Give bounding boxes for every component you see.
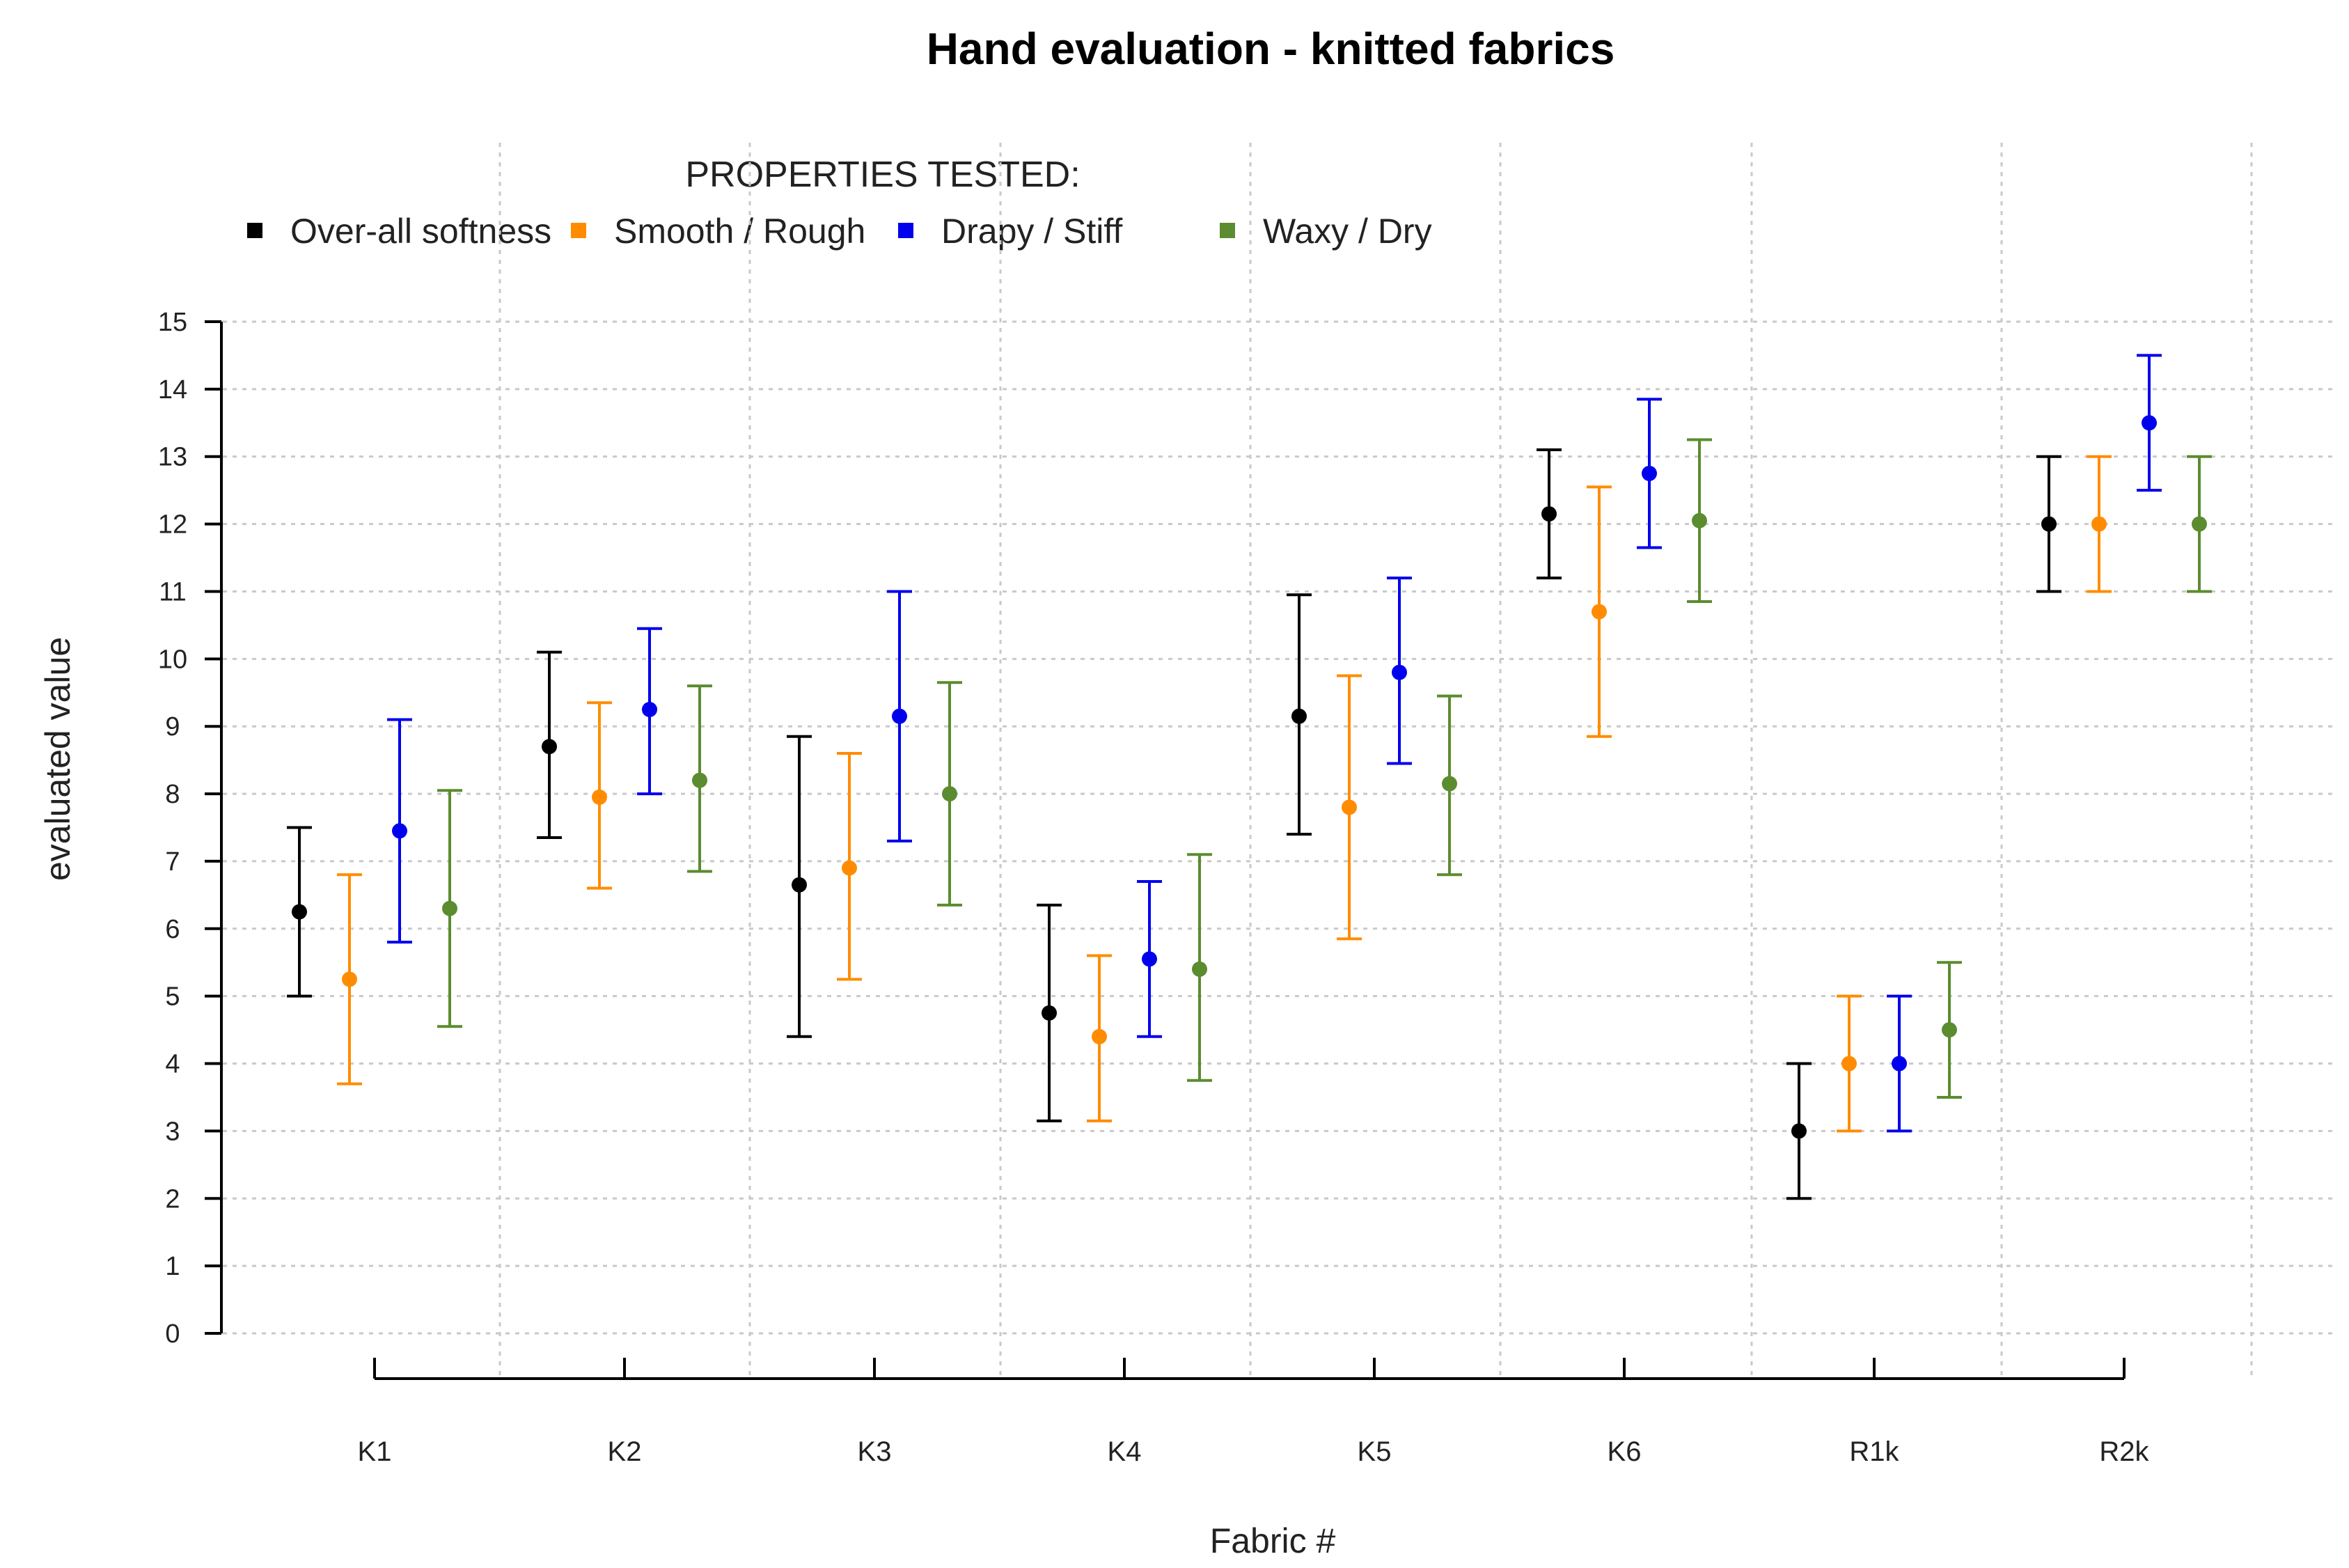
y-tick-label: 15 <box>158 308 187 337</box>
y-tick-label: 13 <box>158 443 187 472</box>
data-point <box>1942 1022 1957 1038</box>
data-point <box>1692 512 1707 528</box>
legend-swatch <box>247 223 262 238</box>
y-tick-label: 4 <box>165 1050 180 1079</box>
data-point <box>2192 516 2207 532</box>
y-tick-label: 2 <box>165 1184 180 1214</box>
y-tick-label: 14 <box>158 375 187 405</box>
x-tick-label: K4 <box>1108 1436 1142 1467</box>
legend-label: Drapy / Stiff <box>941 212 1122 251</box>
y-axis-title: evaluated value <box>38 637 77 881</box>
x-tick-label: K3 <box>858 1436 892 1467</box>
data-point <box>1092 1028 1107 1044</box>
legend-swatch <box>571 223 586 238</box>
x-tick-label: K1 <box>358 1436 392 1467</box>
y-tick-label: 12 <box>158 510 187 540</box>
series-over-all-softness <box>287 448 2061 1200</box>
y-tick-label: 5 <box>165 982 180 1012</box>
data-point <box>592 789 607 805</box>
y-tick-label: 0 <box>165 1319 180 1349</box>
data-point <box>1841 1056 1857 1072</box>
x-tick-label: K6 <box>1608 1436 1642 1467</box>
data-point <box>1892 1056 1907 1072</box>
legend: Over-all softness Smooth / Rough Drapy / S… <box>247 212 1432 251</box>
legend-swatch <box>1220 223 1235 238</box>
data-point <box>642 701 657 717</box>
data-point <box>1592 604 1607 620</box>
data-point <box>1442 776 1457 792</box>
data-point <box>1291 708 1307 724</box>
data-point <box>342 971 357 987</box>
data-point <box>692 772 707 788</box>
series-marks <box>287 354 2212 1200</box>
data-point <box>1541 506 1557 522</box>
chart-title: Hand evaluation - knitted fabrics <box>927 24 1615 74</box>
data-point <box>942 786 957 802</box>
data-point <box>1192 961 1207 977</box>
legend-label: Smooth / Rough <box>614 212 865 251</box>
series-smooth-rough <box>337 455 2112 1133</box>
y-tick-label: 3 <box>165 1117 180 1146</box>
data-point <box>2041 516 2057 532</box>
legend-label: Waxy / Dry <box>1263 212 1432 251</box>
series-waxy-dry <box>437 438 2212 1099</box>
x-axis-title: Fabric # <box>1210 1521 1336 1560</box>
data-point <box>792 877 807 893</box>
y-tick-label: 9 <box>165 712 180 742</box>
data-point <box>292 904 307 920</box>
legend-label: Over-all softness <box>290 212 551 251</box>
data-point <box>2091 516 2107 532</box>
x-tick-label: R1k <box>1849 1436 1899 1467</box>
series-drapy-stiff <box>387 354 2162 1133</box>
data-point <box>1642 465 1657 481</box>
data-point <box>842 860 857 876</box>
legend-swatch <box>898 223 913 238</box>
data-point <box>542 739 557 755</box>
x-tick-label: K5 <box>1358 1436 1392 1467</box>
data-point <box>1791 1123 1807 1139</box>
y-tick-label: 1 <box>165 1252 180 1281</box>
y-tick-label: 7 <box>165 847 180 877</box>
y-tick-label: 11 <box>159 577 186 606</box>
data-point <box>2142 415 2157 431</box>
data-point <box>392 823 407 839</box>
legend-title: PROPERTIES TESTED: <box>685 155 1080 195</box>
y-tick-label: 8 <box>165 780 180 809</box>
data-point <box>1392 664 1407 680</box>
x-tick-label: R2k <box>2099 1436 2149 1467</box>
data-point <box>442 900 457 916</box>
gridlines <box>223 143 2336 1379</box>
x-tick-label: K2 <box>608 1436 642 1467</box>
y-tick-label: 6 <box>165 915 180 944</box>
data-point <box>1042 1005 1057 1021</box>
data-point <box>1142 951 1157 967</box>
data-point <box>1342 799 1357 815</box>
data-point <box>892 708 907 724</box>
y-tick-label: 10 <box>158 645 187 674</box>
